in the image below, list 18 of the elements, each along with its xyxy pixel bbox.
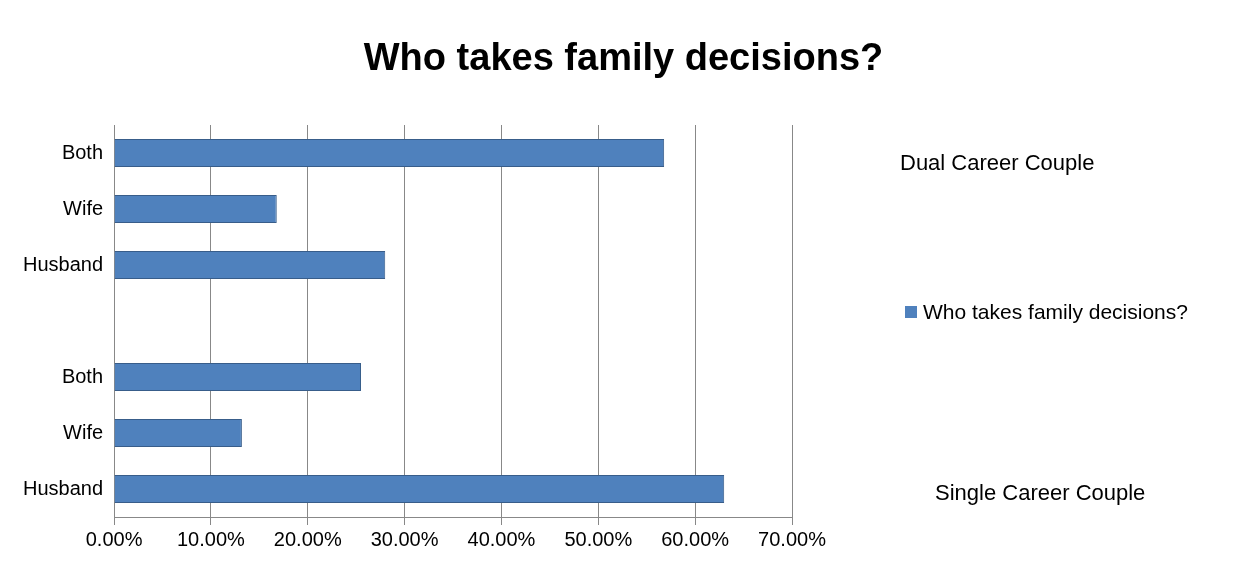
y-tick-label: Husband bbox=[23, 476, 104, 499]
y-tick-label: Wife bbox=[63, 420, 104, 443]
y-tick-label: Both bbox=[61, 364, 104, 387]
y-tick-label: Wife bbox=[63, 196, 104, 219]
x-tick-label: 30.00% bbox=[370, 527, 439, 550]
y-tick-label: Husband bbox=[23, 252, 104, 275]
x-tick-label: 70.00% bbox=[758, 527, 827, 550]
x-tick-label: 40.00% bbox=[467, 527, 536, 550]
legend-label: Who takes family decisions? bbox=[923, 300, 1188, 324]
x-tick-label: 10.00% bbox=[176, 527, 246, 550]
text: Dual Career Couple bbox=[900, 150, 1095, 176]
chart-title: Who takes family decisions? bbox=[362, 36, 885, 79]
text: Single Career Couple bbox=[935, 480, 1146, 506]
y-tick-label: Both bbox=[61, 140, 104, 163]
x-tick-label: 60.00% bbox=[661, 527, 730, 550]
x-tick-label: 20.00% bbox=[273, 527, 342, 550]
x-tick-label: 0.00% bbox=[85, 527, 143, 550]
x-tick-label: 50.00% bbox=[564, 527, 633, 550]
